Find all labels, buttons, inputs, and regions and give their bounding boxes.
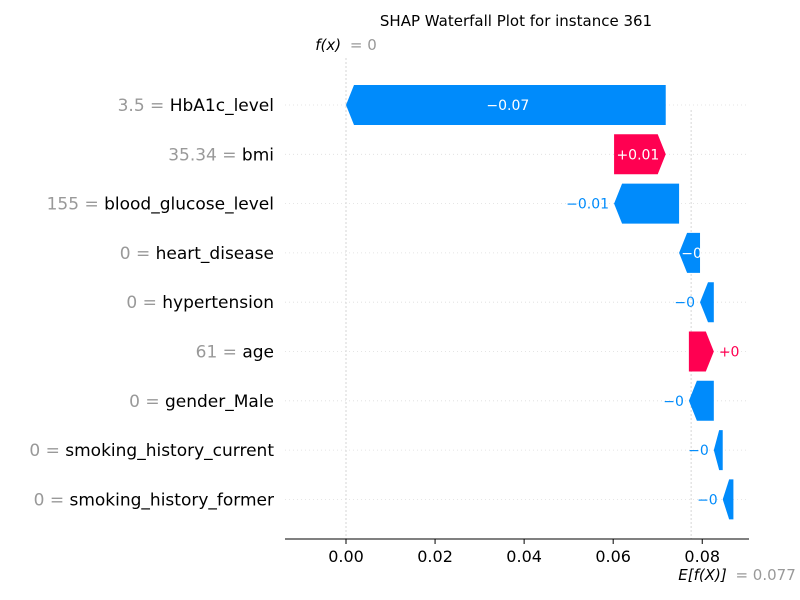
feature-name: smoking_history_former bbox=[69, 490, 274, 510]
fx-value: = 0 bbox=[350, 36, 377, 54]
x-tick-label: 0.06 bbox=[595, 547, 631, 566]
fx-symbol: f(x) bbox=[315, 36, 341, 54]
bar-value-label-hypertension: −0 bbox=[674, 295, 695, 311]
x-tick-label: 0.04 bbox=[506, 547, 542, 566]
waterfall-bar-smoking_history_former bbox=[722, 479, 734, 520]
gridlines bbox=[285, 58, 749, 539]
feature-name: HbA1c_level bbox=[170, 96, 274, 116]
waterfall-bar-hypertension bbox=[700, 282, 714, 323]
bar-value-label-HbA1c_level: −0.07 bbox=[486, 98, 529, 114]
bar-value-label-age: +0 bbox=[719, 345, 740, 361]
feature-label-smoking_history_current: 0 = smoking_history_current bbox=[29, 441, 274, 461]
feature-name: smoking_history_current bbox=[65, 441, 274, 461]
feature-name: heart_disease bbox=[156, 244, 274, 264]
feature-labels: 3.5 = HbA1c_level 35.34 = bmi 155 = blood_… bbox=[29, 96, 274, 510]
feature-value: 0 = bbox=[29, 441, 65, 461]
feature-value: 35.34 = bbox=[168, 145, 242, 165]
feature-value: 3.5 = bbox=[118, 96, 170, 116]
feature-value: 0 = bbox=[34, 490, 70, 510]
waterfall-bar-smoking_history_current bbox=[713, 430, 723, 471]
feature-label-gender_Male: 0 = gender_Male bbox=[129, 392, 274, 412]
feature-label-smoking_history_former: 0 = smoking_history_former bbox=[34, 490, 274, 510]
bar-value-label-gender_Male: −0 bbox=[663, 394, 684, 410]
x-tick-label: 0.00 bbox=[328, 547, 364, 566]
bar-value-label-smoking_history_current: −0 bbox=[688, 443, 709, 459]
waterfall-bar-bmi bbox=[614, 134, 666, 175]
bar-value-label-bmi: +0.01 bbox=[616, 147, 659, 163]
feature-label-HbA1c_level: 3.5 = HbA1c_level bbox=[118, 96, 274, 116]
feature-label-blood_glucose_level: 155 = blood_glucose_level bbox=[47, 195, 274, 215]
feature-label-heart_disease: 0 = heart_disease bbox=[120, 244, 274, 264]
bars: −0.07 +0.01 −0.01 −0 −0 +0 −0 −0 −0 bbox=[346, 85, 740, 520]
feature-name: blood_glucose_level bbox=[104, 195, 274, 215]
ex-symbol: E[f(X)] bbox=[678, 566, 727, 584]
x-tick-label: 0.02 bbox=[417, 547, 453, 566]
feature-value: 0 = bbox=[126, 293, 162, 313]
feature-label-hypertension: 0 = hypertension bbox=[126, 293, 274, 313]
feature-name: bmi bbox=[242, 145, 274, 165]
feature-name: hypertension bbox=[162, 293, 274, 313]
feature-value: 0 = bbox=[129, 392, 165, 412]
fx-label: f(x) = 0 bbox=[315, 36, 377, 54]
feature-value: 0 = bbox=[120, 244, 156, 264]
waterfall-bar-blood_glucose_level bbox=[614, 183, 680, 224]
ex-value: = 0.077 bbox=[735, 566, 795, 584]
ex-label: E[f(X)] = 0.077 bbox=[678, 566, 796, 584]
x-axis-ticks: 0.00 0.02 0.04 0.06 0.08 bbox=[328, 539, 720, 566]
chart-title: SHAP Waterfall Plot for instance 361 bbox=[380, 12, 652, 30]
x-tick-label: 0.08 bbox=[684, 547, 720, 566]
feature-value: 155 = bbox=[47, 195, 105, 215]
waterfall-bar-gender_Male bbox=[688, 380, 714, 421]
waterfall-bar-HbA1c_level bbox=[346, 85, 666, 125]
feature-value: 61 = bbox=[196, 343, 243, 363]
feature-name: age bbox=[242, 343, 274, 363]
bar-value-label-smoking_history_former: −0 bbox=[697, 492, 718, 508]
feature-label-age: 61 = age bbox=[196, 343, 274, 363]
feature-name: gender_Male bbox=[165, 392, 274, 412]
waterfall-bar-heart_disease bbox=[679, 232, 701, 273]
feature-label-bmi: 35.34 = bmi bbox=[168, 145, 274, 165]
bar-value-label-heart_disease: −0 bbox=[681, 246, 702, 262]
waterfall-bar-age bbox=[688, 331, 714, 372]
bar-value-label-blood_glucose_level: −0.01 bbox=[566, 197, 609, 213]
